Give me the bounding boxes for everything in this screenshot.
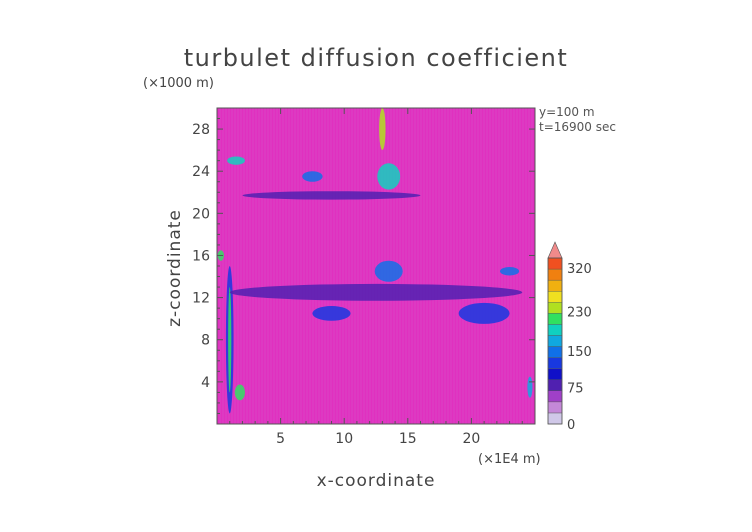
colorbar-segment bbox=[547, 324, 563, 336]
heatmap-feature-4 bbox=[377, 163, 401, 190]
heatmap-feature-1 bbox=[228, 287, 232, 393]
colorbar-segment bbox=[547, 302, 563, 314]
x-axis-unit: (×1E4 m) bbox=[478, 452, 541, 467]
colorbar-label: 0 bbox=[567, 418, 575, 433]
heatmap-feature-8 bbox=[458, 302, 510, 324]
chart-title: turbulet diffusion coefficient bbox=[183, 44, 569, 72]
colorbar-segment bbox=[547, 313, 563, 325]
heatmap-feature-12 bbox=[227, 156, 245, 165]
y-tick-label: 12 bbox=[192, 291, 210, 307]
y-tick-label: 8 bbox=[201, 333, 210, 349]
y-tick-label: 4 bbox=[201, 375, 210, 391]
heatmap-feature-2 bbox=[229, 283, 523, 301]
x-tick-label: 15 bbox=[399, 431, 417, 447]
y-axis-unit: (×1000 m) bbox=[143, 76, 214, 91]
heatmap-feature-3 bbox=[374, 260, 403, 282]
y-axis-ticks: 4 8 12 16 20 24 28 bbox=[192, 118, 535, 414]
heatmap-feature-11 bbox=[527, 376, 533, 398]
colorbar: 0 75 150 230 320 bbox=[547, 241, 592, 433]
x-axis-label: x-coordinate bbox=[316, 471, 436, 491]
colorbar-label: 320 bbox=[567, 262, 592, 277]
heatmap-feature-7 bbox=[379, 108, 386, 151]
colorbar-label: 75 bbox=[567, 381, 584, 396]
heatmap-feature-9 bbox=[312, 306, 351, 321]
annotation-time: t=16900 sec bbox=[539, 120, 616, 134]
y-tick-label: 24 bbox=[192, 164, 210, 180]
heatmap-background bbox=[217, 108, 535, 424]
x-axis-ticks: 5 10 15 20 bbox=[229, 108, 523, 447]
colorbar-segment bbox=[547, 346, 563, 358]
plot-area bbox=[216, 107, 536, 425]
y-tick-label: 28 bbox=[192, 122, 210, 138]
colorbar-label: 230 bbox=[567, 306, 592, 321]
heatmap-feature-5 bbox=[302, 171, 323, 182]
colorbar-segment bbox=[547, 401, 563, 414]
colorbar-segment bbox=[547, 412, 563, 425]
colorbar-label: 150 bbox=[567, 345, 592, 360]
y-tick-label: 20 bbox=[192, 206, 210, 222]
colorbar-segment bbox=[547, 368, 563, 380]
colorbar-segment bbox=[547, 279, 563, 292]
heatmap-feature-14 bbox=[500, 267, 520, 276]
colorbar-segment bbox=[547, 335, 563, 347]
x-tick-label: 10 bbox=[335, 431, 353, 447]
colorbar-segment bbox=[547, 291, 563, 303]
y-tick-label: 16 bbox=[192, 248, 210, 264]
colorbar-frame bbox=[547, 257, 563, 425]
colorbar-segment bbox=[547, 390, 563, 403]
colorbar-segment bbox=[547, 268, 563, 281]
annotation-y-position: y=100 m bbox=[539, 105, 595, 119]
heatmap-feature-10 bbox=[234, 384, 245, 401]
x-tick-label: 5 bbox=[276, 431, 285, 447]
colorbar-segment bbox=[547, 357, 563, 369]
colorbar-segment bbox=[547, 257, 563, 270]
colorbar-arrow bbox=[547, 241, 563, 259]
heatmap-feature-6 bbox=[242, 191, 421, 200]
colorbar-segment bbox=[547, 379, 563, 392]
x-tick-label: 20 bbox=[462, 431, 480, 447]
heatmap-texture bbox=[216, 108, 533, 424]
